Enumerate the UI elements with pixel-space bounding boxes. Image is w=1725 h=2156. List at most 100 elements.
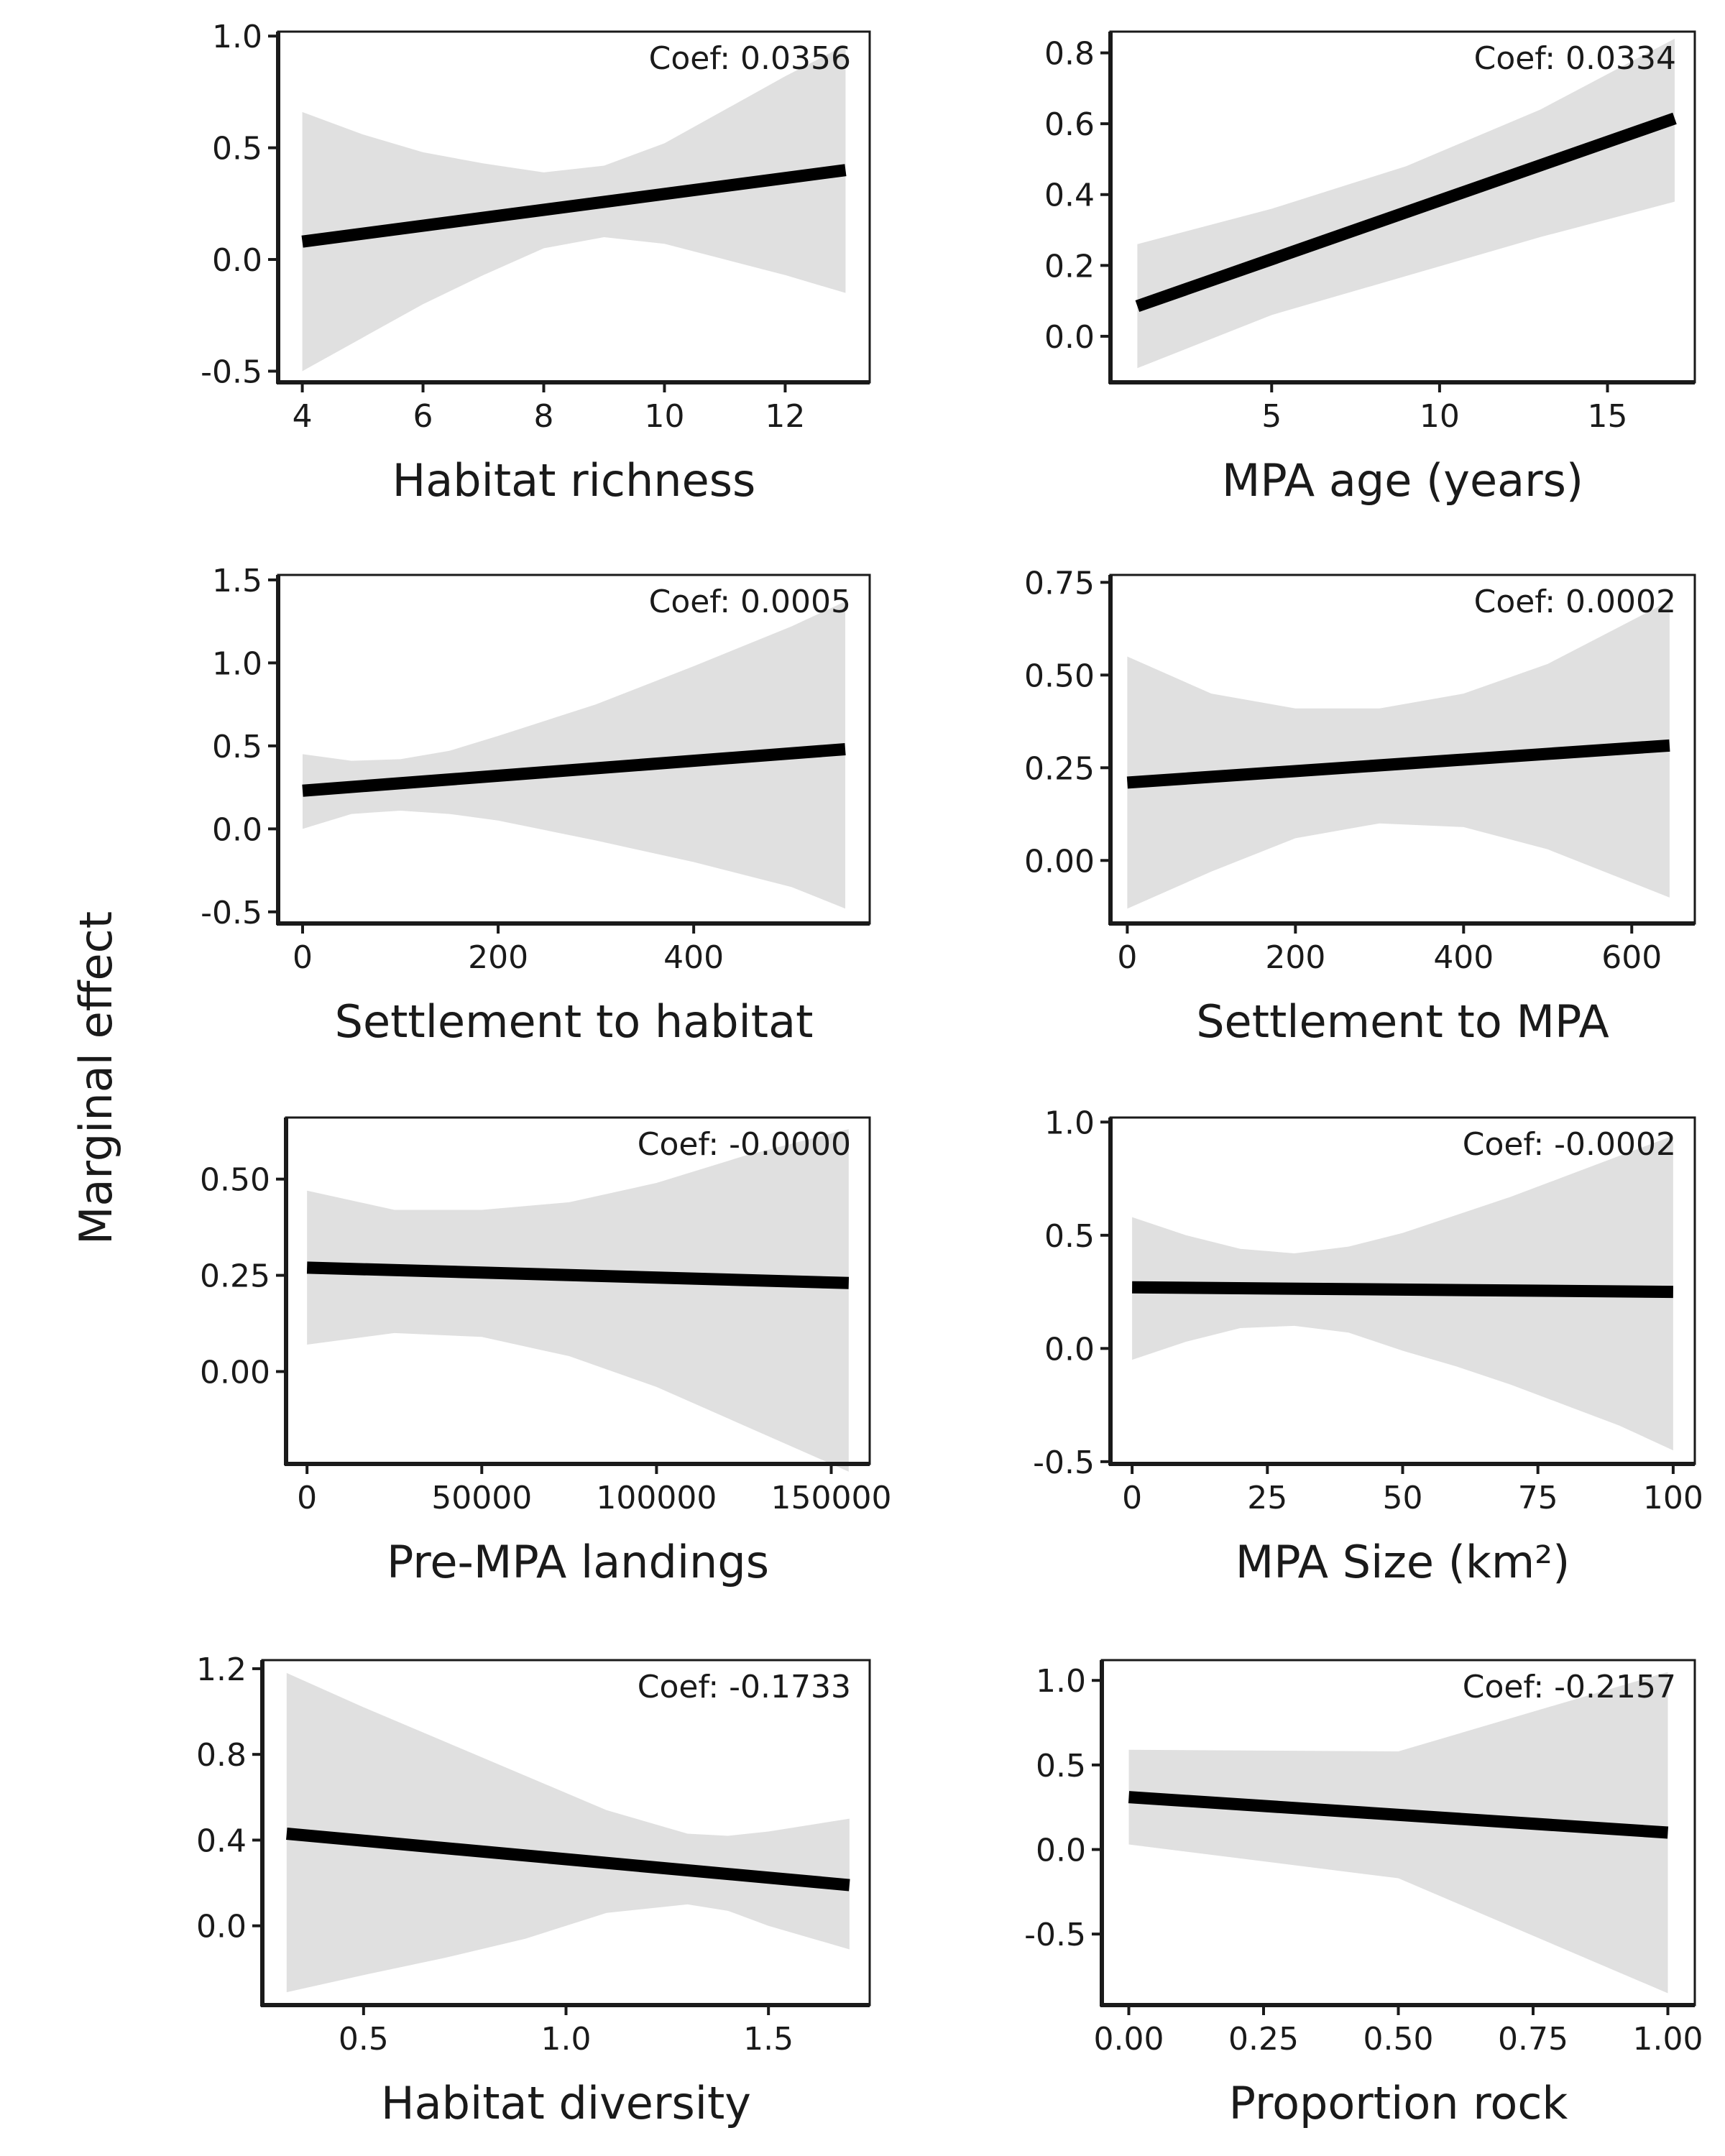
confidence-ribbon: [307, 1129, 849, 1472]
y-tick-label: -0.5: [201, 354, 262, 390]
y-tick-label: 1.0: [1044, 1105, 1095, 1141]
x-tick-label: 0: [1117, 939, 1137, 976]
y-tick-label: 0.0: [196, 1909, 247, 1945]
panel-5: 0.50 0.25 0.00 0 50000 100000 150000 Coef: -0.0…: [200, 1116, 892, 1588]
y-axis-title: Marginal effect: [70, 911, 122, 1245]
fit-line: [1128, 1791, 1669, 1839]
x-axis-title: Habitat richness: [392, 454, 756, 507]
fit-line: [1132, 1281, 1673, 1299]
fit-line: [306, 1261, 850, 1289]
x-tick-label: 10: [644, 398, 684, 435]
x-tick-label: 0: [293, 939, 313, 976]
y-tick-label: 0.6: [1044, 106, 1095, 143]
x-tick-label: 150000: [771, 1480, 892, 1516]
y-tick-label: 0.0: [1036, 1833, 1086, 1869]
y-tick-label: 0.8: [196, 1737, 247, 1774]
x-axis-title: Proportion rock: [1229, 2077, 1568, 2129]
y-tick-label: 0.5: [1036, 1748, 1086, 1784]
y-tick-label: 1.2: [196, 1651, 247, 1688]
confidence-ribbon: [1128, 1672, 1668, 1994]
y-tick-label: 0.4: [196, 1823, 247, 1859]
y-tick-label: 0.00: [200, 1354, 270, 1391]
x-axis-title: Settlement to habitat: [335, 995, 814, 1048]
x-tick-label: 200: [468, 939, 528, 976]
x-tick-label: 600: [1601, 939, 1662, 976]
y-tick-label: 1.0: [212, 645, 262, 682]
x-tick-label: 6: [413, 398, 433, 435]
fit-line: [286, 1828, 850, 1892]
y-tick-label: -0.5: [1024, 1917, 1086, 1953]
coef-annotation: Coef: 0.0005: [649, 584, 851, 620]
x-tick-label: 0.00: [1094, 2021, 1164, 2058]
x-axis-title: MPA age (years): [1222, 454, 1583, 507]
y-tick-label: 1.0: [1036, 1663, 1086, 1700]
fit-line: [302, 743, 846, 797]
fit-line: [301, 164, 847, 248]
coef-annotation: Coef: 0.0334: [1474, 40, 1676, 77]
coef-annotation: Coef: -0.2157: [1463, 1669, 1676, 1705]
x-tick-label: 50000: [431, 1480, 532, 1516]
fit-line: [1126, 739, 1670, 789]
x-tick-label: 100: [1643, 1480, 1703, 1516]
x-tick-label: 200: [1265, 939, 1325, 976]
fit-line: [1135, 112, 1677, 313]
y-tick-label: 0.50: [200, 1162, 270, 1199]
y-tick-label: 1.0: [212, 19, 262, 55]
coef-annotation: Coef: -0.0000: [638, 1126, 851, 1163]
y-tick-label: 0.8: [1044, 36, 1095, 73]
x-axis-title: MPA Size (km²): [1236, 1536, 1570, 1588]
panel-grid: 1.0 0.5 0.0 -0.5 4 6 8 10 12 Coef: 0.0356 Habitat …: [196, 19, 1703, 2129]
panel-4: 0.75 0.50 0.25 0.00 0 200 400 600 Coef: 0.0002 Se…: [1024, 565, 1696, 1048]
coef-annotation: Coef: 0.0002: [1474, 584, 1676, 620]
x-tick-label: 0.50: [1363, 2021, 1434, 2058]
y-tick-label: 0.50: [1024, 658, 1095, 694]
y-tick-label: 0.2: [1044, 248, 1095, 285]
x-tick-label: 25: [1247, 1480, 1287, 1516]
x-tick-label: 15: [1588, 398, 1628, 435]
confidence-ribbon: [1137, 38, 1675, 369]
panel-2: 0.8 0.6 0.4 0.2 0.0 5 10 15 Coef: 0.0334 MPA age …: [1044, 30, 1696, 507]
panel-7: 1.2 0.8 0.4 0.0 0.5 1.0 1.5 Coef: -0.1733 Habita…: [196, 1651, 871, 2129]
y-tick-label: 0.0: [1044, 319, 1095, 356]
x-tick-label: 8: [534, 398, 554, 435]
x-axis-title: Pre-MPA landings: [387, 1536, 769, 1588]
coef-annotation: Coef: 0.0356: [649, 40, 851, 77]
x-tick-label: 100000: [596, 1480, 717, 1516]
x-tick-label: 4: [293, 398, 313, 435]
x-tick-label: 0.25: [1228, 2021, 1299, 2058]
y-tick-label: 0.5: [212, 729, 262, 765]
coef-annotation: Coef: -0.1733: [638, 1669, 851, 1705]
confidence-ribbon: [1127, 601, 1670, 909]
x-tick-label: 1.0: [541, 2021, 592, 2058]
x-tick-label: 1.00: [1633, 2021, 1703, 2058]
y-tick-label: -0.5: [1033, 1445, 1095, 1481]
x-axis-title: Settlement to MPA: [1196, 995, 1609, 1048]
y-tick-label: 1.5: [212, 563, 262, 599]
x-tick-label: 400: [1433, 939, 1494, 976]
x-tick-label: 400: [663, 939, 724, 976]
x-axis-title: Habitat diversity: [381, 2077, 751, 2129]
x-tick-label: 5: [1261, 398, 1282, 435]
y-tick-label: 0.5: [1044, 1218, 1095, 1255]
x-tick-label: 1.5: [743, 2021, 794, 2058]
panel-1: 1.0 0.5 0.0 -0.5 4 6 8 10 12 Coef: 0.0356 Habitat …: [201, 19, 871, 507]
x-tick-label: 0.75: [1498, 2021, 1568, 2058]
y-tick-label: 0.75: [1024, 565, 1095, 602]
panel-3: 1.5 1.0 0.5 0.0 -0.5 0 200 400 Coef: 0.0005 Settl…: [201, 563, 871, 1048]
y-tick-label: -0.5: [201, 895, 262, 931]
y-tick-label: 0.25: [1024, 750, 1095, 787]
x-tick-label: 50: [1383, 1480, 1423, 1516]
y-tick-label: 0.0: [212, 242, 262, 279]
panel-6: 1.0 0.5 0.0 -0.5 0 25 50 75 100 Coef: -0.0002 MPA …: [1033, 1105, 1703, 1588]
x-tick-label: 0: [1122, 1480, 1142, 1516]
y-tick-label: 0.0: [212, 811, 262, 848]
y-tick-label: 0.4: [1044, 178, 1095, 214]
x-tick-label: 0: [297, 1480, 317, 1516]
y-tick-label: 0.0: [1044, 1331, 1095, 1368]
x-tick-label: 75: [1518, 1480, 1558, 1516]
coef-annotation: Coef: -0.0002: [1463, 1126, 1676, 1163]
confidence-ribbon: [303, 601, 845, 909]
x-tick-label: 0.5: [339, 2021, 389, 2058]
y-tick-label: 0.25: [200, 1258, 270, 1295]
